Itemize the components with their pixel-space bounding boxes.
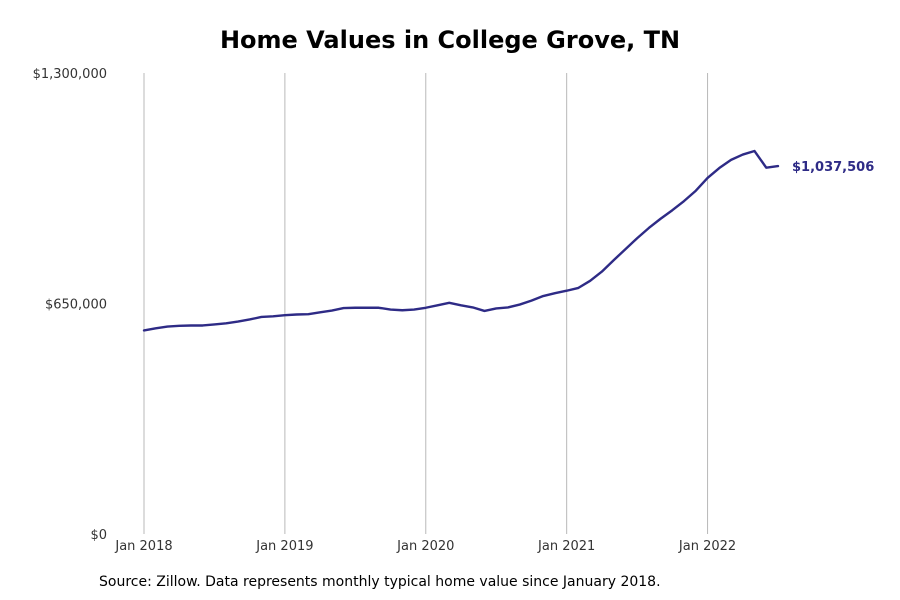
source-note: Source: Zillow. Data represents monthly …	[99, 574, 661, 590]
y-tick-label: $0	[90, 528, 107, 543]
x-tick-label: Jan 2022	[678, 539, 736, 554]
x-axis-ticks: Jan 2018 Jan 2019 Jan 2020 Jan 2021 Jan 2022	[114, 539, 736, 554]
y-tick-label: $650,000	[45, 298, 107, 313]
x-tick-label: Jan 2018	[114, 539, 172, 554]
end-value-label: $1,037,506	[792, 160, 874, 175]
y-axis-ticks: $0 $650,000 $1,300,000	[33, 67, 107, 543]
x-tick-label: Jan 2019	[255, 539, 313, 554]
series-line	[142, 149, 780, 332]
x-tick-label: Jan 2021	[537, 539, 595, 554]
y-tick-label: $1,300,000	[33, 67, 107, 82]
x-tick-label: Jan 2020	[396, 539, 454, 554]
chart-title: Home Values in College Grove, TN	[219, 26, 681, 54]
series-layer	[142, 149, 780, 332]
end-label-layer: $1,037,506	[792, 160, 874, 175]
grid-lines	[143, 73, 709, 534]
